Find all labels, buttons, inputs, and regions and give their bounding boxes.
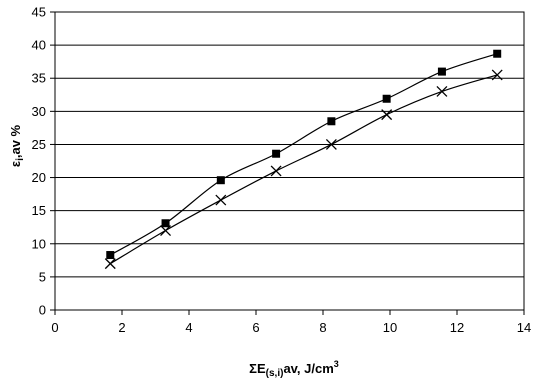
y-tick-label: 0 bbox=[39, 303, 46, 318]
series-2-point bbox=[215, 194, 227, 206]
series-2-point bbox=[381, 109, 393, 121]
series-1-point bbox=[382, 94, 391, 103]
y-tick-label: 40 bbox=[32, 38, 46, 53]
x-tick-label: 0 bbox=[51, 320, 58, 335]
y-tick-label: 30 bbox=[32, 104, 46, 119]
marker-stroke bbox=[160, 225, 172, 236]
y-tick-label: 35 bbox=[32, 71, 46, 86]
axes bbox=[50, 11, 525, 315]
x-tick-label: 8 bbox=[319, 320, 326, 335]
marker-stroke bbox=[270, 165, 282, 177]
tick-labels: 0 5 10 15 20 25 30 35 40 45 0 2 4 6 8 10 12 14 bbox=[32, 5, 532, 336]
series-1-point bbox=[327, 117, 336, 126]
y-tick-label: 45 bbox=[32, 5, 46, 20]
series-1-point bbox=[106, 251, 115, 260]
series-2-point bbox=[491, 69, 503, 81]
y-tick-label: 20 bbox=[32, 170, 46, 185]
y-tick-label: 5 bbox=[39, 269, 46, 284]
series-2-point bbox=[104, 258, 116, 270]
x-axis-title: ΣE(s,i)av, J/cm3 bbox=[249, 359, 339, 379]
x-tick-label: 4 bbox=[185, 320, 192, 335]
x-tick-label: 10 bbox=[383, 320, 397, 335]
series-2-point bbox=[270, 165, 282, 177]
marker-stroke bbox=[104, 258, 116, 270]
series-1-point bbox=[161, 219, 170, 228]
marker-stroke bbox=[325, 138, 337, 150]
x-tick-label: 14 bbox=[517, 320, 531, 335]
y-tick-label: 15 bbox=[32, 203, 46, 218]
marker-stroke bbox=[215, 194, 227, 206]
marker-stroke bbox=[436, 86, 448, 97]
x-tick-label: 6 bbox=[252, 320, 259, 335]
marker-stroke bbox=[491, 69, 503, 81]
y-tick-label: 10 bbox=[32, 236, 46, 251]
series-2-line bbox=[109, 74, 498, 265]
series-group bbox=[104, 49, 503, 270]
plot-border bbox=[54, 11, 525, 311]
series-1-point bbox=[493, 49, 502, 58]
y-axis-title: εi,av % bbox=[8, 124, 26, 167]
series-1-line bbox=[109, 53, 498, 256]
series-1-point bbox=[216, 176, 225, 185]
x-tick-label: 2 bbox=[118, 320, 125, 335]
y-tick-label: 25 bbox=[32, 137, 46, 152]
grid bbox=[55, 44, 524, 278]
marker-stroke bbox=[381, 109, 393, 121]
x-tick-label: 12 bbox=[450, 320, 464, 335]
series-2-point bbox=[325, 138, 337, 150]
series-1-point bbox=[272, 149, 281, 158]
series-2-point bbox=[160, 225, 172, 236]
series-1-point bbox=[437, 67, 446, 76]
series-2-point bbox=[436, 86, 448, 97]
